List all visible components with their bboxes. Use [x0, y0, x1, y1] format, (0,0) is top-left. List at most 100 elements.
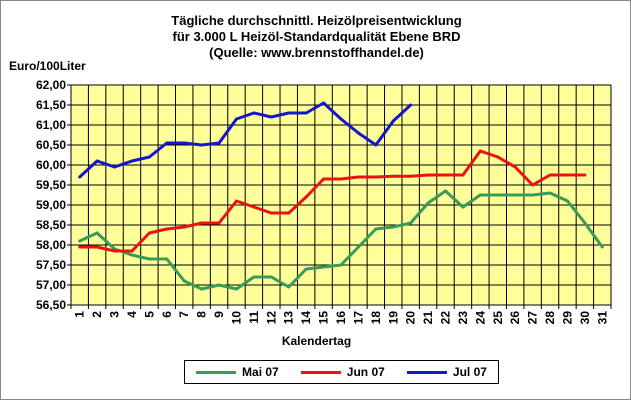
x-tick-label: 8 — [195, 311, 209, 318]
data-point — [356, 175, 360, 179]
legend-label: Mai 07 — [242, 365, 279, 379]
data-point — [444, 189, 448, 193]
x-tick-label: 28 — [543, 311, 557, 325]
legend-item-mai: Mai 07 — [196, 365, 279, 379]
y-tick-label: 59,00 — [36, 198, 66, 212]
data-point — [374, 175, 378, 179]
x-tick-label: 12 — [264, 311, 278, 325]
data-point — [409, 103, 413, 107]
data-point — [95, 245, 99, 249]
data-point — [356, 131, 360, 135]
x-tick-label: 16 — [334, 311, 348, 325]
data-point — [304, 111, 308, 115]
x-tick-label: 7 — [177, 311, 191, 318]
data-point — [339, 117, 343, 121]
data-point — [287, 211, 291, 215]
data-point — [496, 193, 500, 197]
y-tick-label: 58,00 — [36, 238, 66, 252]
data-point — [182, 141, 186, 145]
x-tick-label: 30 — [578, 311, 592, 325]
chart-title-line-1: Tägliche durchschnittl. Heizölpreisentwi… — [171, 13, 462, 28]
x-tick-label: 31 — [595, 311, 609, 325]
data-point — [287, 285, 291, 289]
data-point — [583, 173, 587, 177]
data-point — [147, 231, 151, 235]
data-point — [391, 119, 395, 123]
x-tick-label: 24 — [473, 311, 487, 325]
chart-title-line-3: (Quelle: www.brennstoffhandel.de) — [209, 45, 424, 60]
data-point — [478, 149, 482, 153]
data-point — [391, 225, 395, 229]
data-point — [113, 249, 117, 253]
data-point — [565, 199, 569, 203]
data-point — [269, 211, 273, 215]
data-point — [200, 143, 204, 147]
data-point — [217, 221, 221, 225]
x-tick-label: 15 — [317, 311, 331, 325]
data-point — [287, 111, 291, 115]
data-point — [409, 174, 413, 178]
legend-swatch — [300, 370, 341, 374]
x-tick-label: 3 — [108, 311, 122, 318]
data-point — [356, 245, 360, 249]
x-tick-label: 18 — [369, 311, 383, 325]
data-point — [339, 263, 343, 267]
y-tick-label: 61,00 — [36, 118, 66, 132]
data-point — [513, 165, 517, 169]
data-point — [322, 101, 326, 105]
y-tick-label: 58,50 — [36, 218, 66, 232]
data-point — [234, 199, 238, 203]
data-point — [78, 245, 82, 249]
x-tick-label: 23 — [456, 311, 470, 325]
data-point — [182, 279, 186, 283]
data-point — [304, 267, 308, 271]
data-point — [269, 275, 273, 279]
y-tick-label: 56,50 — [36, 298, 66, 312]
data-point — [200, 221, 204, 225]
data-point — [513, 193, 517, 197]
data-point — [217, 141, 221, 145]
data-point — [113, 165, 117, 169]
series-line-jun-07 — [79, 149, 585, 253]
data-point — [252, 275, 256, 279]
data-point — [548, 191, 552, 195]
data-point — [461, 173, 465, 177]
x-tick-label: 21 — [421, 311, 435, 325]
x-tick-label: 26 — [508, 311, 522, 325]
x-tick-label: 10 — [229, 311, 243, 325]
data-point — [426, 201, 430, 205]
x-tick-label: 14 — [299, 311, 313, 325]
data-point — [200, 287, 204, 291]
data-point — [165, 141, 169, 145]
x-tick-label: 19 — [386, 311, 400, 325]
y-tick-label: 60,50 — [36, 138, 66, 152]
x-tick-label: 1 — [73, 311, 87, 318]
x-tick-label: 25 — [491, 311, 505, 325]
data-point — [461, 205, 465, 209]
data-point — [531, 193, 535, 197]
legend-swatch — [196, 370, 237, 374]
legend-item-jun: Jun 07 — [300, 365, 385, 379]
y-axis-label: Euro/100Liter — [9, 59, 86, 73]
data-point — [409, 221, 413, 225]
data-point — [565, 173, 569, 177]
y-tick-label: 61,50 — [36, 98, 66, 112]
x-tick-label: 22 — [439, 311, 453, 325]
data-point — [478, 193, 482, 197]
data-point — [130, 159, 134, 163]
data-point — [130, 253, 134, 257]
data-point — [234, 287, 238, 291]
x-tick-label: 20 — [404, 311, 418, 325]
data-point — [600, 245, 604, 249]
x-tick-label: 5 — [142, 311, 156, 318]
data-point — [269, 115, 273, 119]
x-tick-label: 9 — [212, 311, 226, 318]
y-tick-label: 57,50 — [36, 258, 66, 272]
data-point — [147, 257, 151, 261]
data-point — [322, 177, 326, 181]
x-tick-label: 2 — [90, 311, 104, 318]
legend: Mai 07 Jun 07 Jul 07 — [184, 360, 499, 384]
data-point — [95, 159, 99, 163]
data-point — [252, 111, 256, 115]
y-tick-label: 57,00 — [36, 278, 66, 292]
